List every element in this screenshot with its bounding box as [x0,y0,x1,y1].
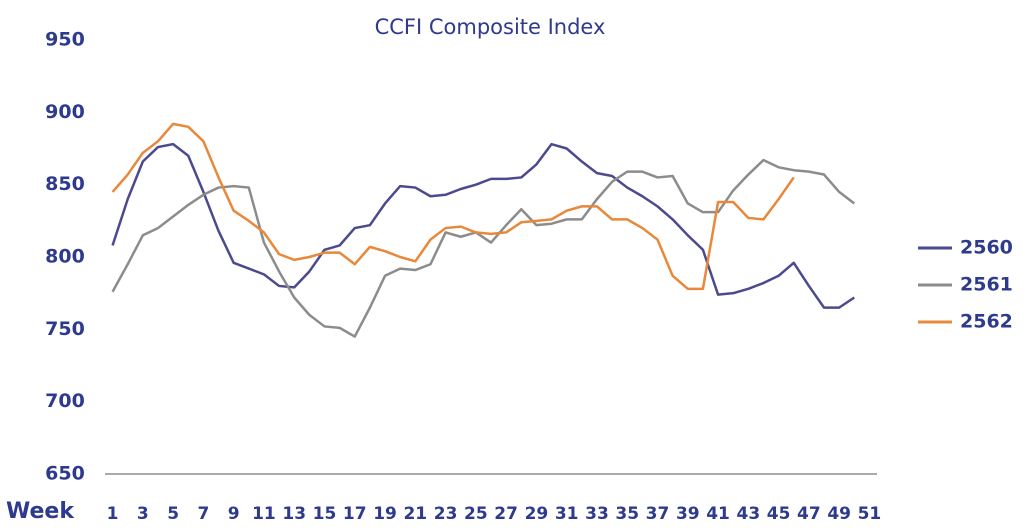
y-tick-label: 850 [45,173,85,195]
data-line [111,142,855,309]
x-tick-label: 23 [434,504,458,524]
x-tick-label: 45 [767,504,791,524]
x-tick-label: 3 [137,504,149,524]
data-line [111,122,795,291]
y-tick-label: 650 [45,463,85,485]
x-tick-label: 25 [464,504,488,524]
y-tick-label: 700 [45,390,85,412]
x-tick-label: 15 [313,504,337,524]
x-tick-label: 5 [167,504,179,524]
x-tick-label: 31 [555,504,579,524]
x-tick-label: 27 [494,504,518,524]
x-tick-label: 11 [252,504,276,524]
x-tick-label: 21 [403,504,427,524]
x-tick-label: 35 [615,504,639,524]
data-line [111,158,856,338]
legend-label: 2560 [960,237,1013,259]
y-tick-label: 800 [45,246,85,268]
x-tick-label: 19 [373,504,397,524]
x-tick-label: 17 [343,504,367,524]
x-tick-label: 39 [676,504,700,524]
x-tick-label: 41 [706,504,730,524]
legend-label: 2561 [960,274,1013,296]
x-tick-label: 43 [736,504,760,524]
x-tick-label: 9 [228,504,240,524]
y-tick-label: 750 [45,318,85,340]
x-tick-label: 29 [525,504,549,524]
x-tick-label: 13 [282,504,306,524]
x-tick-label: 33 [585,504,609,524]
x-tick-label: 49 [827,504,851,524]
y-tick-label: 950 [45,29,85,51]
x-axis-label: Week [6,499,75,524]
x-tick-label: 1 [107,504,119,524]
x-tick-label: 47 [797,504,821,524]
legend-label: 2562 [960,311,1013,333]
x-tick-label: 37 [646,504,670,524]
x-tick-label: 7 [197,504,209,524]
x-tick-label: 51 [858,504,882,524]
chart-title: CCFI Composite Index [375,15,606,39]
y-tick-label: 900 [45,101,85,123]
